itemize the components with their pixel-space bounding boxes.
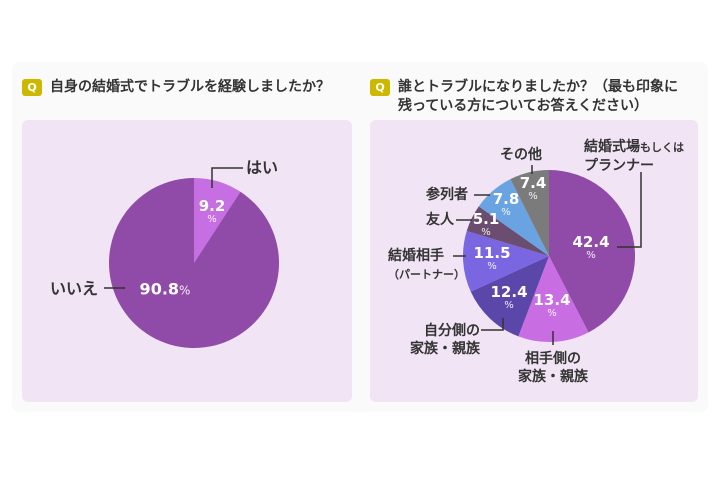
pie-slice (466, 206, 549, 256)
value-yes: 9.2% (198, 197, 226, 226)
label-yes: はい (246, 158, 279, 177)
value-venue: 42.4% (572, 233, 610, 262)
leader-line-yes (211, 167, 243, 188)
label-venue: 結婚式場もしくは プランナー (584, 139, 684, 174)
label-no: いいえ (50, 279, 99, 298)
question-2-title-line2: 残っている方についてお答えください） (398, 98, 649, 114)
question-1-title: 自身の結婚式でトラブルを経験しましたか？ (50, 79, 330, 95)
label-partner-family: 相手側の 家族・親族 (518, 351, 588, 385)
pie-slice (463, 230, 549, 292)
q-badge: Q (22, 79, 42, 96)
value-own-family: 12.4% (490, 283, 528, 312)
value-other: 7.4% (519, 174, 547, 203)
label-friend: 友人 (426, 212, 454, 228)
leader-line-own-family (481, 318, 504, 331)
label-own-family: 自分側の 家族・親族 (410, 323, 480, 357)
pie-chart-1 (108, 178, 279, 348)
question-2: Q 誰とトラブルになりましたか？（最も印象に 残っている方についてお答えください） (370, 78, 678, 116)
label-other: その他 (500, 147, 542, 163)
value-no: 90.8% (139, 279, 191, 299)
label-spouse: 結婚相手 （パートナー） (388, 248, 465, 281)
value-spouse: 11.5% (473, 244, 511, 273)
pie-slice (194, 178, 241, 263)
label-guest: 参列者 (426, 187, 468, 203)
value-friend: 5.1% (472, 210, 500, 239)
pie-slice (510, 170, 549, 256)
leader-lines (104, 165, 642, 345)
pie-slice (108, 178, 279, 348)
pie-slice (478, 179, 549, 256)
question-2-title-line1: 誰とトラブルになりましたか？（最も印象に (398, 79, 678, 95)
pie-slice (549, 170, 636, 333)
value-guest: 7.8% (492, 190, 520, 219)
pie-slice (470, 256, 549, 337)
pie-chart-2 (463, 170, 636, 342)
question-1: Q 自身の結婚式でトラブルを経験しましたか？ (22, 78, 330, 97)
value-partner-family: 13.4% (533, 291, 571, 320)
pie-slice (518, 256, 589, 342)
q-badge: Q (370, 79, 390, 96)
leader-line-venue (617, 172, 642, 248)
